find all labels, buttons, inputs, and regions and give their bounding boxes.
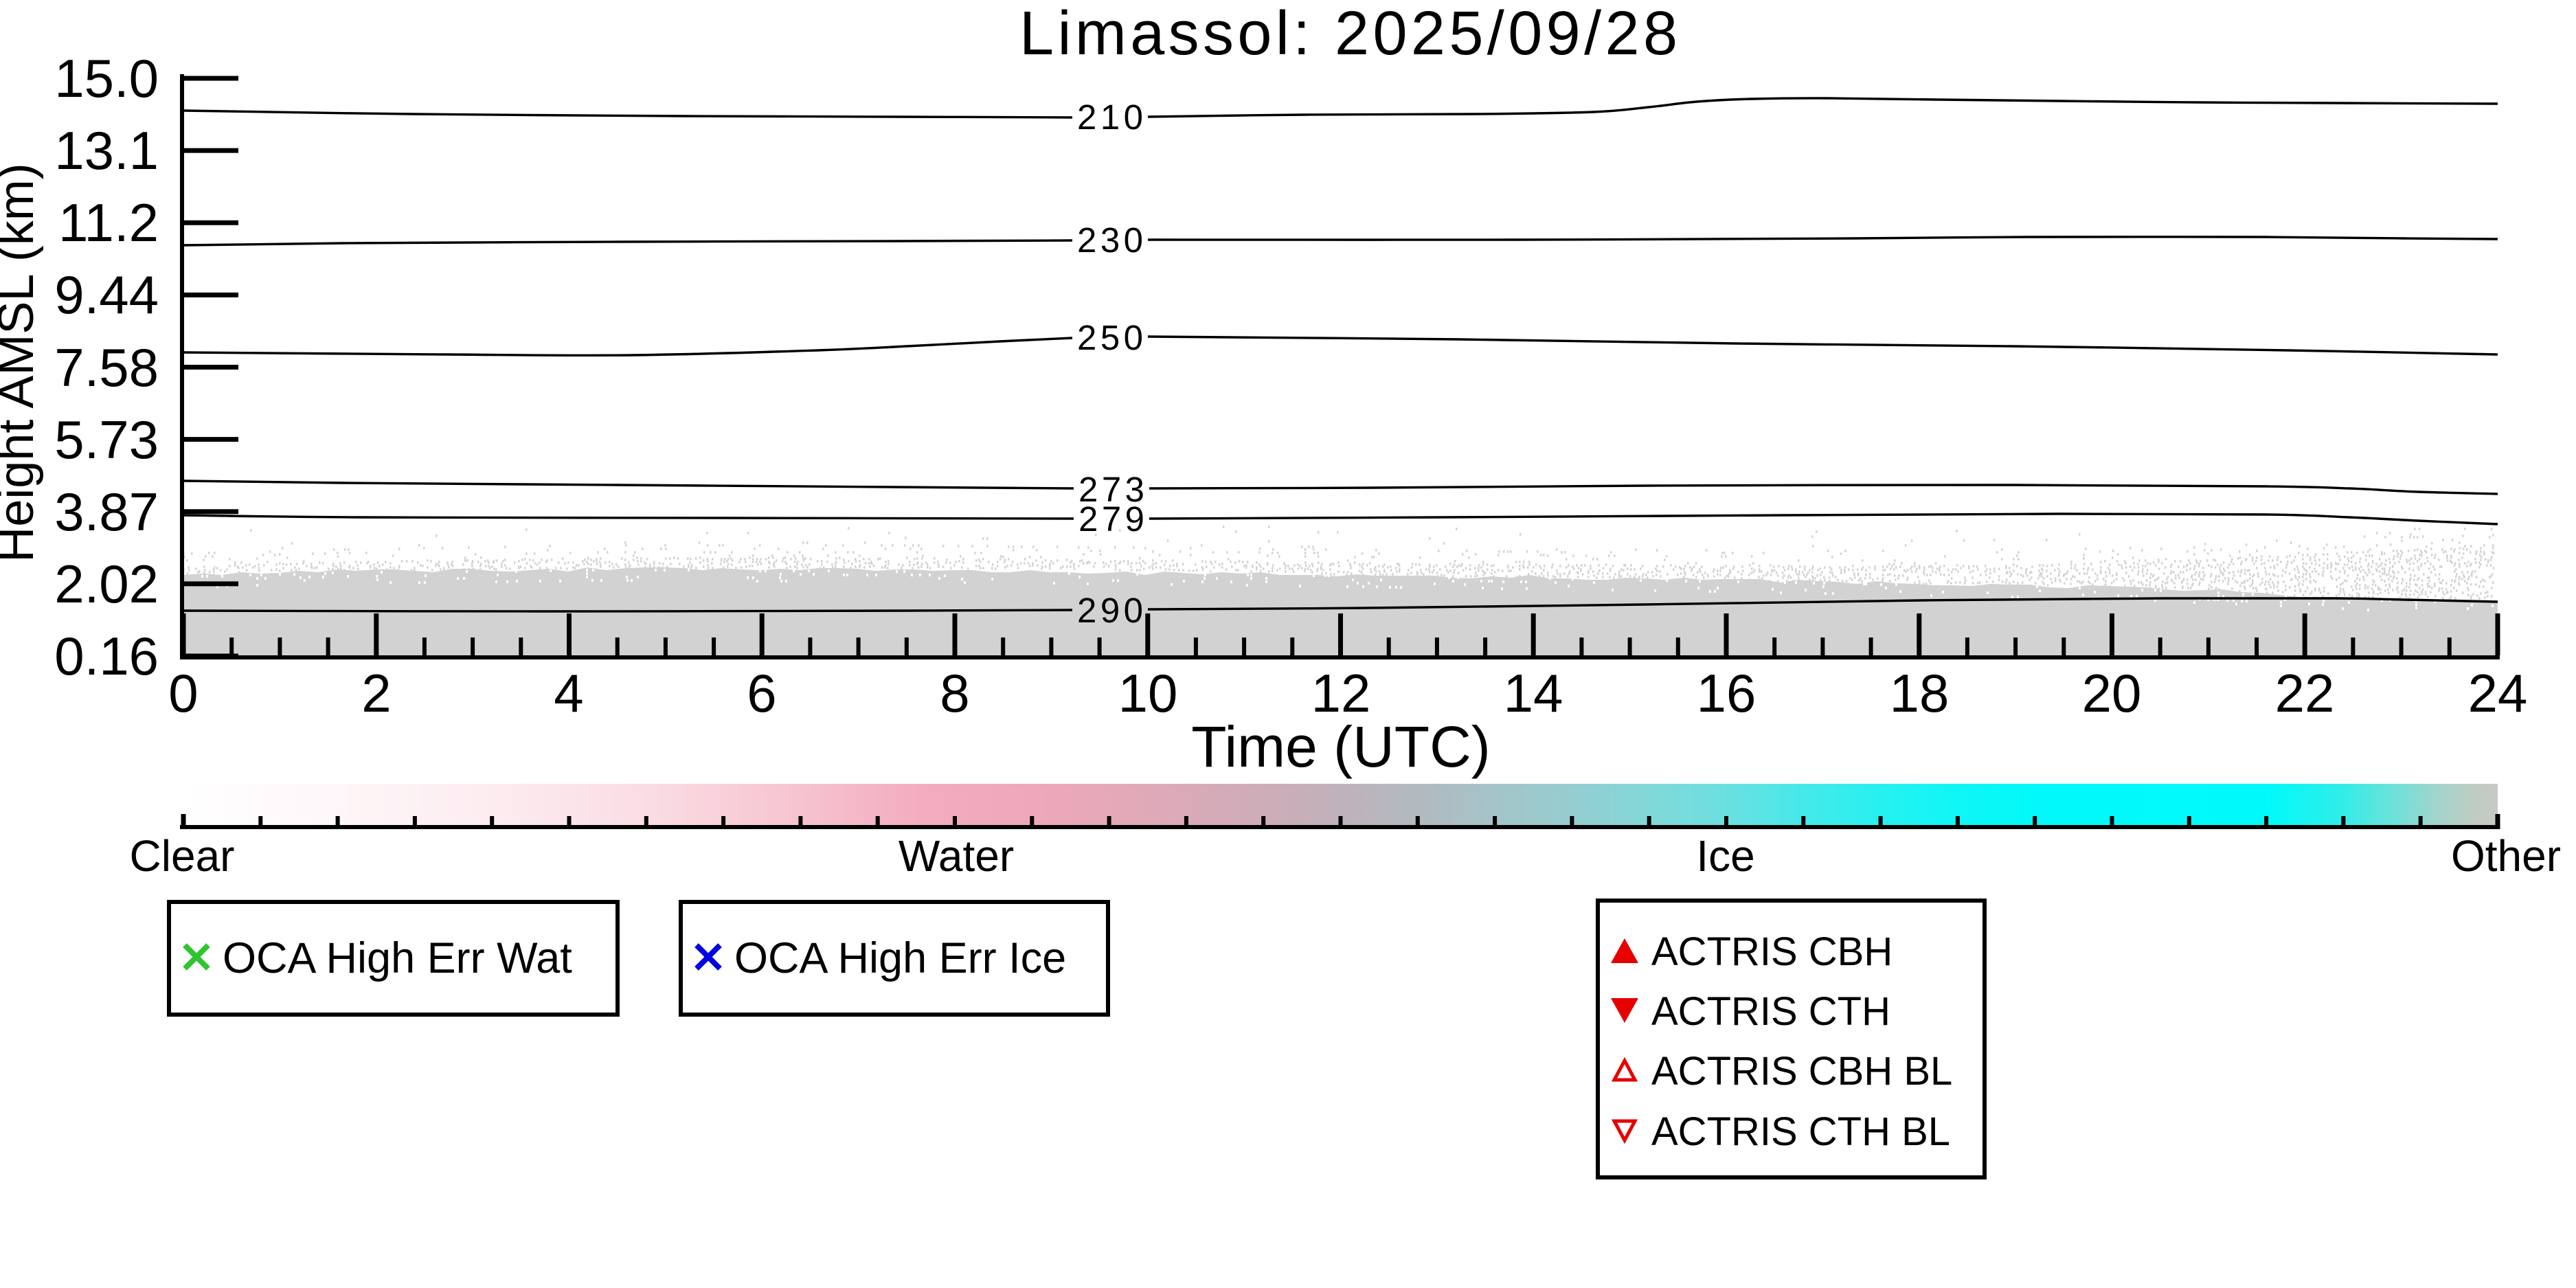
- svg-text:OCA High Err Ice: OCA High Err Ice: [734, 934, 1066, 982]
- svg-text:ACTRIS CTH BL: ACTRIS CTH BL: [1651, 1109, 1950, 1154]
- svg-text:2: 2: [361, 663, 391, 723]
- svg-text:14: 14: [1504, 663, 1563, 723]
- svg-text:Clear: Clear: [130, 831, 235, 881]
- svg-text:250: 250: [1077, 318, 1143, 357]
- svg-text:7.58: 7.58: [54, 337, 159, 398]
- svg-text:Height AMSL (km): Height AMSL (km): [0, 163, 44, 562]
- svg-text:Limassol: 2025/09/28: Limassol: 2025/09/28: [1019, 0, 1677, 68]
- svg-text:0: 0: [168, 663, 198, 723]
- svg-text:9.44: 9.44: [54, 264, 159, 325]
- svg-text:Water: Water: [899, 831, 1014, 881]
- svg-text:8: 8: [940, 663, 969, 723]
- svg-text:OCA High Err Wat: OCA High Err Wat: [223, 934, 572, 982]
- svg-text:15.0: 15.0: [54, 48, 159, 109]
- svg-text:22: 22: [2275, 663, 2335, 723]
- svg-text:Time (UTC): Time (UTC): [1191, 714, 1490, 779]
- svg-text:230: 230: [1077, 221, 1143, 260]
- svg-text:0.16: 0.16: [54, 626, 159, 686]
- svg-text:11.2: 11.2: [58, 192, 159, 253]
- svg-text:4: 4: [554, 663, 583, 723]
- svg-text:290: 290: [1077, 591, 1143, 630]
- svg-text:ACTRIS CBH BL: ACTRIS CBH BL: [1651, 1049, 1952, 1094]
- svg-text:13.1: 13.1: [54, 120, 159, 181]
- svg-text:Ice: Ice: [1696, 831, 1754, 881]
- svg-text:210: 210: [1077, 98, 1143, 137]
- svg-text:ACTRIS CBH: ACTRIS CBH: [1651, 929, 1893, 974]
- svg-text:24: 24: [2468, 663, 2528, 723]
- svg-text:10: 10: [1118, 663, 1178, 723]
- svg-text:3.87: 3.87: [54, 482, 159, 542]
- svg-text:5.73: 5.73: [54, 409, 159, 470]
- svg-text:ACTRIS CTH: ACTRIS CTH: [1651, 989, 1890, 1034]
- svg-text:20: 20: [2082, 663, 2142, 723]
- svg-text:279: 279: [1078, 499, 1144, 539]
- svg-text:18: 18: [1890, 663, 1950, 723]
- svg-text:2.02: 2.02: [54, 554, 159, 614]
- svg-text:16: 16: [1697, 663, 1756, 723]
- svg-text:12: 12: [1311, 663, 1371, 723]
- svg-text:273: 273: [1078, 470, 1144, 509]
- svg-text:Other: Other: [2451, 831, 2561, 881]
- svg-text:6: 6: [747, 663, 776, 723]
